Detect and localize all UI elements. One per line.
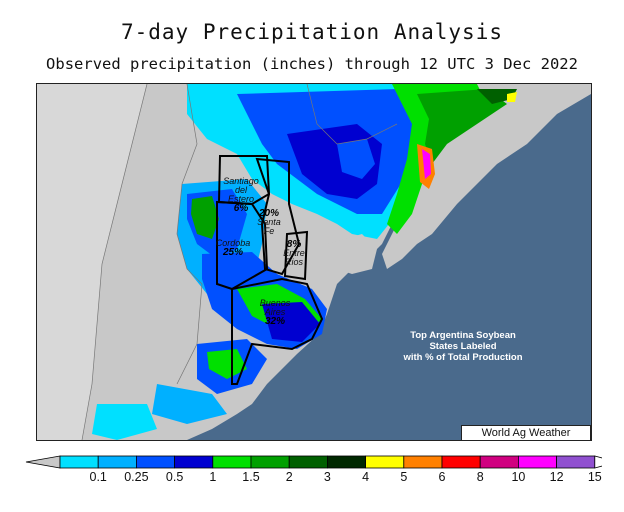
state-name-line: Cordoba xyxy=(215,238,251,248)
legend-swatch xyxy=(250,455,290,469)
state-name-line: del xyxy=(234,185,247,195)
state-label-buenos-aires: Buenos Aires 32% xyxy=(253,298,297,327)
legend-tick-label: 8 xyxy=(476,470,484,484)
state-name-line: Fe xyxy=(263,226,275,236)
legend-swatch xyxy=(556,455,596,469)
legend-tick-label: 2 xyxy=(285,470,293,484)
state-pct: 20% xyxy=(258,208,279,219)
map-note: Top Argentina Soybean States Labeled wit… xyxy=(363,330,563,363)
legend-tick-label: 12 xyxy=(549,470,564,484)
state-label-cordoba: Cordoba 25% xyxy=(209,238,257,258)
state-name-line: Aires xyxy=(264,307,286,317)
state-pct: 25% xyxy=(222,247,243,258)
note-line: with % of Total Production xyxy=(403,352,523,363)
legend-tick-label: 0.1 xyxy=(89,470,107,484)
color-legend: 0.1 0.25 0.5 1 1.5 2 3 4 5 6 8 10 12 15 xyxy=(22,454,619,494)
legend-swatch xyxy=(441,455,481,469)
legend-swatch xyxy=(136,455,176,469)
legend-tick-label: 10 xyxy=(511,470,526,484)
state-name-line: Buenos xyxy=(259,298,291,308)
legend-tick-label: 6 xyxy=(438,470,446,484)
state-name-line: Santa xyxy=(257,217,281,227)
state-label-santa-fe: 20% Santa Fe xyxy=(249,209,289,236)
legend-tick-label: 4 xyxy=(362,470,370,484)
legend-tick-label: 3 xyxy=(323,470,331,484)
legend-tick-label: 0.25 xyxy=(124,470,149,484)
legend-left-arrow xyxy=(25,455,61,469)
note-line: States Labeled xyxy=(429,341,497,352)
legend-swatch xyxy=(326,455,366,469)
legend-swatch xyxy=(365,455,405,469)
legend-swatch xyxy=(212,455,252,469)
legend-swatch xyxy=(479,455,519,469)
state-label-santiago: Santiago del Estero 6% xyxy=(217,176,265,214)
legend-bar xyxy=(25,455,619,469)
note-line: Top Argentina Soybean xyxy=(410,330,516,341)
legend-tick-label: 0.5 xyxy=(165,470,184,484)
precipitation-map: Santiago del Estero 6% 20% Santa Fe 8% E… xyxy=(36,83,592,441)
state-name-line: Santiago xyxy=(223,176,259,186)
legend-swatch xyxy=(288,455,328,469)
state-borders xyxy=(216,155,324,385)
legend-swatch xyxy=(97,455,137,469)
legend-tick-label: 5 xyxy=(400,470,408,484)
legend-swatch xyxy=(59,455,99,469)
state-pct: 8% xyxy=(286,239,302,250)
legend-tick-label: 1.5 xyxy=(242,470,260,484)
state-pct: 32% xyxy=(264,316,285,327)
state-pct: 6% xyxy=(233,203,249,214)
map-subtitle: Observed precipitation (inches) through … xyxy=(46,55,578,73)
state-label-entre-rios: 8% Entre Rios xyxy=(277,240,311,267)
legend-right-arrow xyxy=(594,455,619,469)
legend-tick-label: 1 xyxy=(209,470,217,484)
credit-label: World Ag Weather xyxy=(461,425,591,440)
legend-swatch xyxy=(403,455,443,469)
map-title: 7-day Precipitation Analysis xyxy=(120,20,503,44)
state-name-line: Estero xyxy=(227,194,254,204)
map-graphic xyxy=(37,84,591,440)
state-name-line: Entre xyxy=(283,248,305,258)
legend-swatch xyxy=(174,455,214,469)
state-name-line: Rios xyxy=(284,257,303,267)
legend-tick-label: 15 xyxy=(587,470,602,484)
legend-swatch xyxy=(517,455,557,469)
